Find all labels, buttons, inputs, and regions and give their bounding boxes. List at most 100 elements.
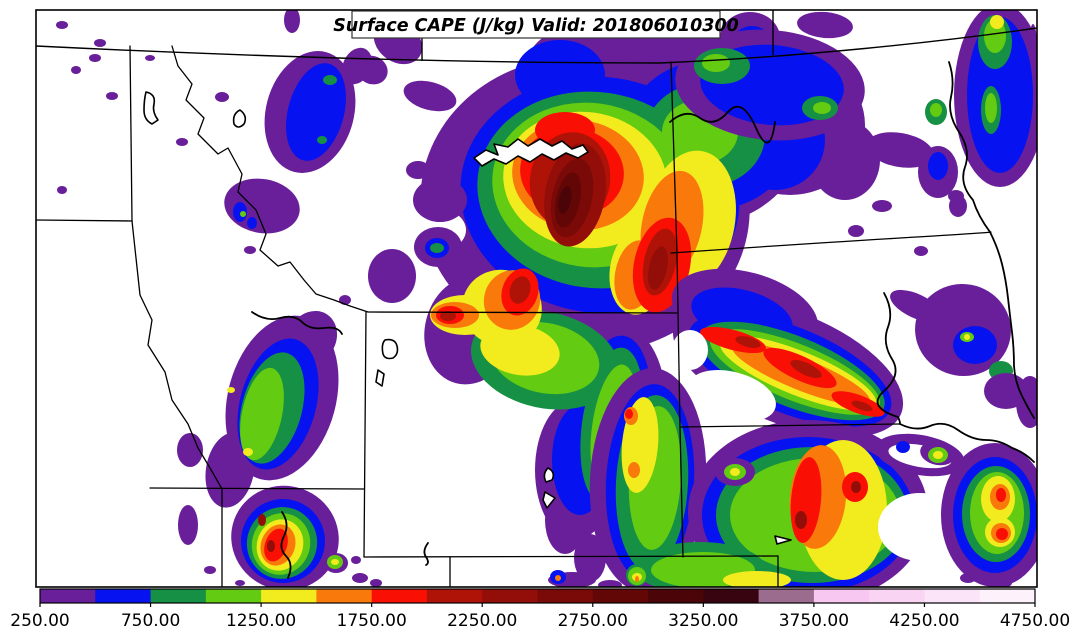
cape-blob <box>813 102 831 114</box>
cape-blob <box>323 75 337 85</box>
id-mt-border <box>171 45 369 313</box>
cape-blob <box>688 370 776 422</box>
cape-blob <box>368 249 416 303</box>
cape-blob <box>106 92 118 100</box>
colorbar-tick-label: 2750.00 <box>558 611 628 631</box>
cape-blob <box>735 336 761 348</box>
mt-wy-border-45N <box>367 311 678 314</box>
cape-blob <box>267 540 275 552</box>
cape-blob <box>258 514 266 526</box>
cape-blob <box>851 481 861 493</box>
colorbar-tick-label: 3250.00 <box>668 611 738 631</box>
cape-blob <box>930 103 942 117</box>
rivers <box>251 61 1035 579</box>
cape-blob <box>235 580 245 586</box>
colorbar-segment <box>316 589 373 603</box>
colorbar: 250.00 750.00 1250.00 1750.00 2250.00 2750.00… <box>10 588 1070 631</box>
cape-filled-contours <box>56 10 1037 587</box>
cape-blob <box>243 448 253 456</box>
colorbar-tick-label: 1750.00 <box>337 611 407 631</box>
cape-blob <box>933 451 943 459</box>
cape-blob <box>403 80 457 112</box>
cape-blob <box>240 211 246 217</box>
title-box-background <box>351 10 721 39</box>
41N-wy-co-ne <box>363 555 779 558</box>
cape-blob <box>996 488 1006 502</box>
colorbar-tick-label: 3750.00 <box>779 611 849 631</box>
or-id-border <box>131 220 223 490</box>
cape-blob <box>406 161 430 179</box>
missouri-river-sd <box>876 292 901 425</box>
green-river <box>280 511 292 579</box>
cape-blob <box>948 190 964 202</box>
map-frame <box>35 9 1038 588</box>
map-title: Surface CAPE (J/kg) Valid: 201806010300 <box>333 16 739 36</box>
cape-blob <box>848 225 864 237</box>
title-box: Surface CAPE (J/kg) Valid: 201806010300 <box>333 10 739 39</box>
cape-blob <box>628 462 640 478</box>
colorbar-segment <box>592 589 649 603</box>
cape-blob <box>227 387 235 393</box>
cape-blob <box>558 186 572 214</box>
colorbar-segment <box>150 589 207 603</box>
yellowstone-lake <box>381 338 399 360</box>
cape-blob <box>878 493 962 561</box>
cape-blob <box>247 217 257 229</box>
colorbar-segment <box>482 589 538 603</box>
cape-blob <box>985 93 997 123</box>
cape-blob <box>866 132 934 168</box>
cape-blob <box>598 580 622 587</box>
jackson-lake <box>375 369 385 387</box>
colorbar-segment <box>924 589 981 603</box>
cape-blob <box>960 573 976 583</box>
cape-blob <box>964 334 970 340</box>
cape-blob <box>317 136 327 144</box>
cape-blob <box>896 441 910 453</box>
cape-blob <box>953 326 997 364</box>
colorbar-segment <box>371 589 428 603</box>
cape-blob <box>574 534 606 582</box>
colorbar-segment <box>979 589 1036 603</box>
red-river-mn-border <box>948 61 1035 419</box>
colorbar-segment <box>205 589 262 603</box>
cape-blob <box>413 178 467 222</box>
sd-ne-border <box>679 423 901 428</box>
us-canada-border <box>36 27 1037 64</box>
cape-blob <box>352 573 368 583</box>
wa-id-border <box>129 45 133 222</box>
cape-blob <box>914 246 928 256</box>
colorbar-segment <box>813 589 870 603</box>
colorbar-outline <box>39 588 1036 604</box>
cape-blob <box>648 246 668 290</box>
cape-blob <box>56 21 68 29</box>
cape-blob <box>215 92 229 102</box>
missouri-river-nd <box>669 105 776 144</box>
wy-west-border <box>363 311 367 558</box>
cape-blob <box>264 528 288 562</box>
cape-blob <box>244 246 256 254</box>
cape-blob <box>996 528 1008 540</box>
colorbar-tick-label: 4250.00 <box>889 611 959 631</box>
colorbar-tick-label: 2250.00 <box>447 611 517 631</box>
seminoe-reservoir <box>543 467 555 483</box>
cape-blob <box>240 367 284 461</box>
cape-blob <box>723 571 791 587</box>
nd-sd-border <box>670 231 992 254</box>
42N-or-id-ut <box>149 487 365 490</box>
cape-blob <box>430 243 444 253</box>
cape-blob <box>509 276 531 304</box>
colorbar-tick-label: 250.00 <box>10 611 69 631</box>
cape-blob <box>145 55 155 61</box>
cape-blob <box>890 289 942 323</box>
cape-blob <box>702 54 730 72</box>
cape-blob <box>672 330 708 370</box>
cape-blob <box>625 409 633 419</box>
colorbar-segment <box>40 589 96 603</box>
flathead-lake <box>143 91 159 125</box>
lakes <box>143 91 792 545</box>
cape-blob <box>178 505 198 545</box>
cape-blob <box>331 559 339 565</box>
colorbar-segment <box>537 589 594 603</box>
cape-blob <box>233 202 247 222</box>
